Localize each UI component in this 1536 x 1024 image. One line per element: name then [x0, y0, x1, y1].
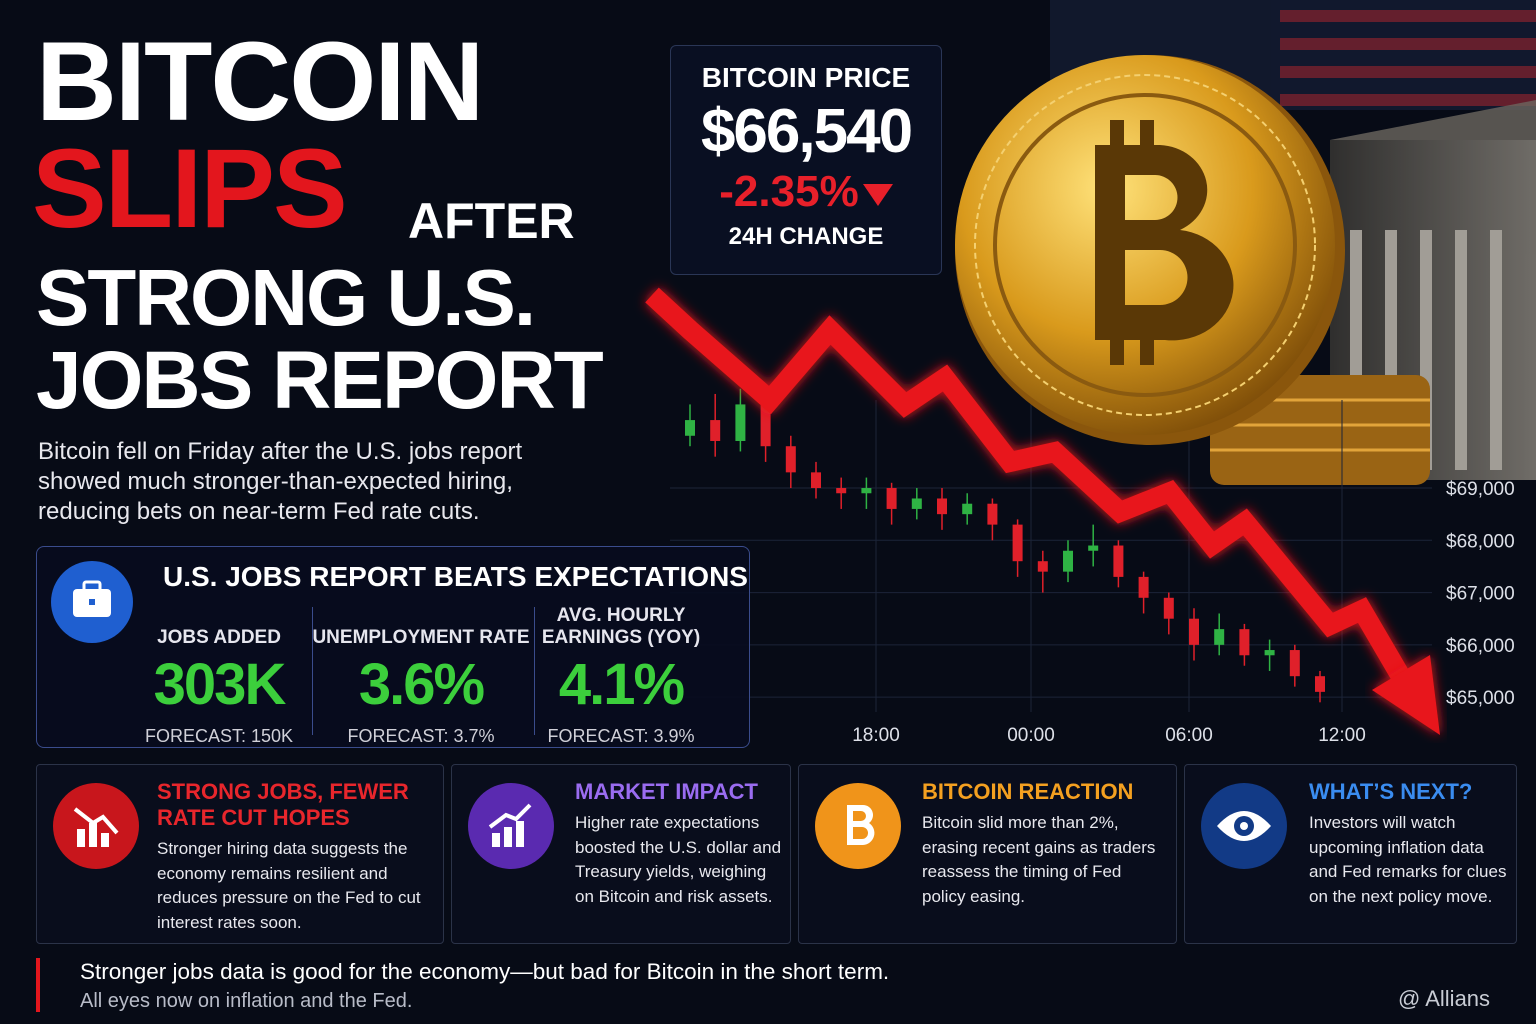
stat-forecast: FORECAST: 3.7% — [347, 726, 495, 746]
headline-1: BITCOIN — [36, 19, 484, 144]
price-change-row: -2.35% — [671, 167, 941, 217]
card: WHAT’S NEXT? Investors will watch upcomi… — [1184, 764, 1517, 944]
candle-body — [1138, 576, 1149, 598]
card-title: MARKET IMPACT — [575, 779, 758, 804]
stat-forecast: FORECAST: 150K — [144, 726, 294, 746]
candle-body — [785, 446, 796, 473]
card-icon — [53, 783, 139, 869]
footer-headline: Stronger jobs data is good for the econo… — [80, 959, 890, 984]
candle-body — [836, 488, 847, 494]
divider — [534, 607, 535, 735]
headline-3: STRONG U.S. — [36, 253, 536, 342]
arrow-head — [1372, 655, 1440, 735]
stat-label: AVG. HOURLY EARNINGS (YOY) — [541, 605, 701, 648]
card-icon — [468, 783, 554, 869]
summary-line: Bitcoin fell on Friday after the U.S. jo… — [38, 438, 523, 465]
footer-sub: All eyes now on inflation and the Fed. — [80, 990, 413, 1012]
summary-line: showed much stronger-than-expected hirin… — [38, 468, 513, 495]
candle-body — [886, 488, 897, 509]
y-tick-label: $66,000 — [1446, 636, 1515, 657]
candle-body — [760, 404, 771, 447]
candle-body — [685, 420, 695, 436]
briefcase-icon — [51, 561, 133, 643]
card-body: Investors will watch upcoming inflation … — [1309, 813, 1507, 906]
candle-body — [710, 420, 721, 441]
summary: Bitcoin fell on Friday after the U.S. jo… — [38, 437, 522, 527]
candle-body — [1289, 650, 1300, 677]
candle-body — [1037, 561, 1048, 572]
stat-value: 3.6% — [358, 652, 485, 717]
stat-value: 303K — [153, 652, 287, 717]
y-tick-label: $67,000 — [1446, 584, 1515, 605]
candle-body — [1315, 676, 1325, 692]
candle-body — [1012, 524, 1023, 562]
card-title: WHAT’S NEXT? — [1309, 779, 1473, 804]
candle-body — [1239, 629, 1250, 656]
price-value: $66,540 — [700, 97, 913, 166]
bitcoin-coin — [955, 55, 1345, 445]
candle-body — [1214, 629, 1225, 645]
card-icon — [815, 783, 901, 869]
brand: @ Allians — [1398, 986, 1491, 1011]
jobs-panel: U.S. JOBS REPORT BEATS EXPECTATIONS JOBS… — [36, 546, 750, 748]
candle-body — [1189, 618, 1199, 645]
card-body: Bitcoin slid more than 2%, erasing recen… — [922, 813, 1156, 906]
jobs-title: U.S. JOBS REPORT BEATS EXPECTATIONS — [163, 561, 748, 592]
candle-body — [1113, 545, 1124, 577]
card-body: Higher rate expectations boosted the U.S… — [575, 813, 782, 906]
price-change: -2.35% — [719, 167, 859, 216]
stat-label: UNEMPLOYMENT RATE — [312, 627, 530, 648]
candle-body — [861, 488, 872, 494]
y-tick-label: $69,000 — [1446, 479, 1515, 500]
candle-body — [735, 404, 746, 441]
card-title: BITCOIN REACTION — [922, 779, 1134, 804]
summary-line: reducing bets on near-term Fed rate cuts… — [38, 498, 480, 525]
x-tick-label: 12:00 — [1318, 725, 1366, 746]
price-label: BITCOIN PRICE — [701, 62, 911, 93]
candle-body — [1264, 650, 1275, 656]
stat: JOBS ADDED 303K FORECAST: 150K — [109, 605, 329, 747]
stat: AVG. HOURLY EARNINGS (YOY) 4.1% FORECAST: … — [521, 605, 721, 747]
divider — [312, 607, 313, 735]
card: STRONG JOBS, FEWER RATE CUT HOPES Strong… — [36, 764, 444, 944]
candle-body — [1088, 545, 1099, 551]
card-title: STRONG JOBS, FEWER RATE CUT HOPES — [157, 779, 409, 830]
card-body: Stronger hiring data suggests the econom… — [157, 839, 421, 932]
headline-2b: AFTER — [408, 193, 575, 249]
stat-label: JOBS ADDED — [157, 627, 281, 648]
stat: UNEMPLOYMENT RATE 3.6% FORECAST: 3.7% — [311, 605, 531, 747]
card-icon — [1201, 783, 1287, 869]
price-box: BITCOIN PRICE $66,540 -2.35% 24H CHANGE — [670, 45, 942, 275]
candle-body — [1163, 597, 1174, 619]
trend-arrow — [645, 287, 1409, 681]
footer-bar — [36, 958, 40, 1012]
headline-2: SLIPS — [32, 126, 348, 251]
candle-body — [937, 498, 947, 515]
x-tick-label: 18:00 — [852, 725, 900, 746]
stat-value: 4.1% — [558, 652, 685, 717]
candle-body — [987, 503, 998, 525]
down-triangle — [862, 184, 893, 206]
stat-forecast: FORECAST: 3.9% — [547, 726, 695, 746]
x-tick-label: 00:00 — [1007, 725, 1055, 746]
headline-4: JOBS REPORT — [36, 335, 604, 426]
y-tick-label: $68,000 — [1446, 531, 1515, 552]
y-tick-label: $65,000 — [1446, 688, 1515, 709]
candle-body — [911, 498, 922, 509]
card: MARKET IMPACT Higher rate expectations b… — [451, 764, 791, 944]
change-label: 24H CHANGE — [728, 223, 884, 250]
candle-body — [1063, 550, 1073, 572]
card: BITCOIN REACTION Bitcoin slid more than … — [798, 764, 1177, 944]
price-chart: $65,000 $66,000 $67,000 $68,000 $69,000 18:00… — [670, 388, 1515, 746]
candle-body — [811, 472, 821, 489]
candle-body — [962, 503, 973, 515]
x-tick-label: 06:00 — [1165, 725, 1213, 746]
